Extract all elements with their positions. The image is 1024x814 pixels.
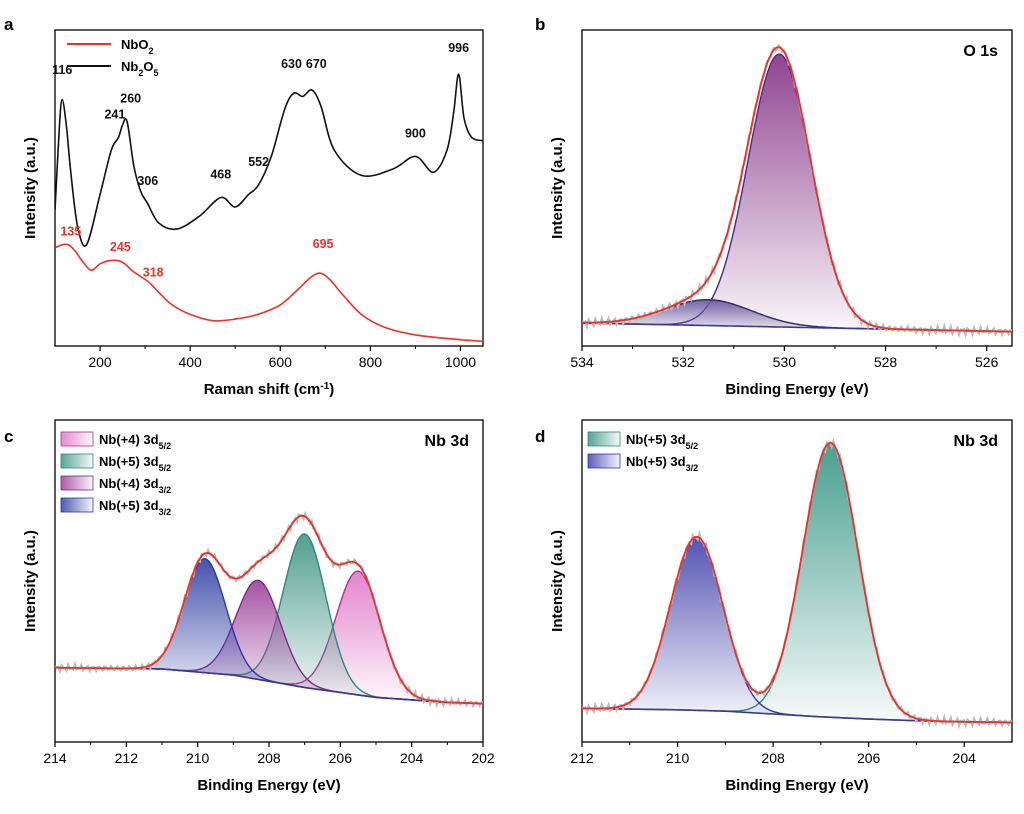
x-tick-label: 534 [570,354,594,370]
envelope-line [582,46,1012,333]
chart-panel-a: a 200 400 600 800 1000 Intensity (a.u.) Raman s… [4,15,484,399]
peak-label: 900 [405,126,426,140]
legend-label: NbO2 [121,37,153,56]
plot-area [582,43,1012,339]
series-line [55,243,483,343]
panel-label: d [535,427,545,446]
envelope-line [582,441,1012,724]
x-tick-label: 206 [329,750,353,766]
panel-title: Nb 3d [954,433,998,450]
legend-swatch [587,453,621,469]
peak-label: 260 [120,92,141,106]
x-tick-label: 800 [359,354,383,370]
x-tick-label: 400 [178,354,202,370]
component-fill [582,299,1012,332]
x-tick-label: 202 [471,750,495,766]
x-tick-label: 532 [671,354,695,370]
x-tick-label: 210 [666,750,690,766]
x-tick-label: 526 [975,354,999,370]
peak-label: 552 [248,155,269,169]
x-tick-label: 214 [43,750,67,766]
component-fill [582,54,1012,332]
plot-area [582,437,1012,730]
x-tick-label: 204 [953,750,977,766]
legend-swatch [60,431,94,447]
panel-label: a [4,15,14,34]
peak-label: 245 [110,240,131,254]
legend: NbO2 Nb2O5 [67,37,159,78]
component-fill [55,571,483,704]
x-tick-label: 528 [874,354,898,370]
peak-label: 468 [210,168,231,182]
y-axis-label: Intensity (a.u.) [549,530,566,632]
x-tick-label: 208 [761,750,785,766]
x-tick-label: 600 [269,354,293,370]
x-tick-label: 212 [570,750,594,766]
x-tick-label: 206 [857,750,881,766]
x-tick-label: 530 [773,354,797,370]
component-fill [582,536,1012,723]
peak-label: 695 [313,237,334,251]
x-tick-label: 204 [400,750,424,766]
legend-label: Nb(+5) 3d3/2 [626,454,698,473]
legend-label: Nb(+5) 3d3/2 [99,498,171,517]
legend-swatch [60,475,94,491]
panel-title: O 1s [963,43,998,60]
x-tick-label: 208 [257,750,281,766]
legend-swatch [60,497,94,513]
peak-label: 670 [306,57,327,71]
x-tick-label: 200 [88,354,112,370]
legend-label: Nb(+5) 3d5/2 [99,454,171,473]
plot-frame [581,419,1013,743]
series-line [55,73,483,247]
x-tick-label: 210 [186,750,210,766]
x-axis-label: Binding Energy (eV) [725,777,868,794]
peak-label: 318 [143,265,164,279]
plot-frame [581,29,1013,347]
peak-label: 630 [281,57,302,71]
legend-label: Nb(+4) 3d5/2 [99,432,171,451]
envelope-line [55,514,483,705]
legend-label: Nb2O5 [121,59,159,78]
plot-area [55,510,483,709]
panel-title: Nb 3d [425,433,469,450]
y-axis-label: Intensity (a.u.) [549,137,566,239]
legend-label: Nb(+4) 3d3/2 [99,476,171,495]
component-fill [55,558,483,704]
x-axis-label: Binding Energy (eV) [197,777,340,794]
panel-label: b [535,15,545,34]
legend-swatch [60,453,94,469]
x-tick-label: 212 [115,750,139,766]
plot-area [55,73,483,343]
y-axis-label: Intensity (a.u.) [22,137,39,239]
peak-label: 241 [104,107,125,121]
x-axis-label: Binding Energy (eV) [725,381,868,398]
legend: Nb(+4) 3d5/2 Nb(+5) 3d5/2 Nb(+4) 3d3/2 Nb(+… [60,431,171,517]
legend: Nb(+5) 3d5/2 Nb(+5) 3d3/2 [587,431,698,473]
component-fill [55,580,483,704]
x-axis-label: Raman shift (cm-1) [204,381,335,399]
peak-label: 306 [137,174,158,188]
panel-label: c [4,427,13,446]
chart-panel-c: c 214 212 210 208 206 204 202 Intensity (a.u.) Bi… [4,419,495,794]
x-tick-label: 1000 [445,354,476,370]
y-axis-label: Intensity (a.u.) [22,530,39,632]
plot-frame [54,29,484,347]
chart-panel-b: b 534 532 530 528 526 Intensity (a.u.) Binding … [535,15,1013,398]
legend-swatch [587,431,621,447]
peak-label: 135 [60,224,81,238]
legend-label: Nb(+5) 3d5/2 [626,432,698,451]
chart-panel-d: d 212 210 208 206 204 Intensity (a.u.) Binding … [535,419,1013,794]
peak-label: 996 [448,41,469,55]
component-fill [582,442,1012,723]
